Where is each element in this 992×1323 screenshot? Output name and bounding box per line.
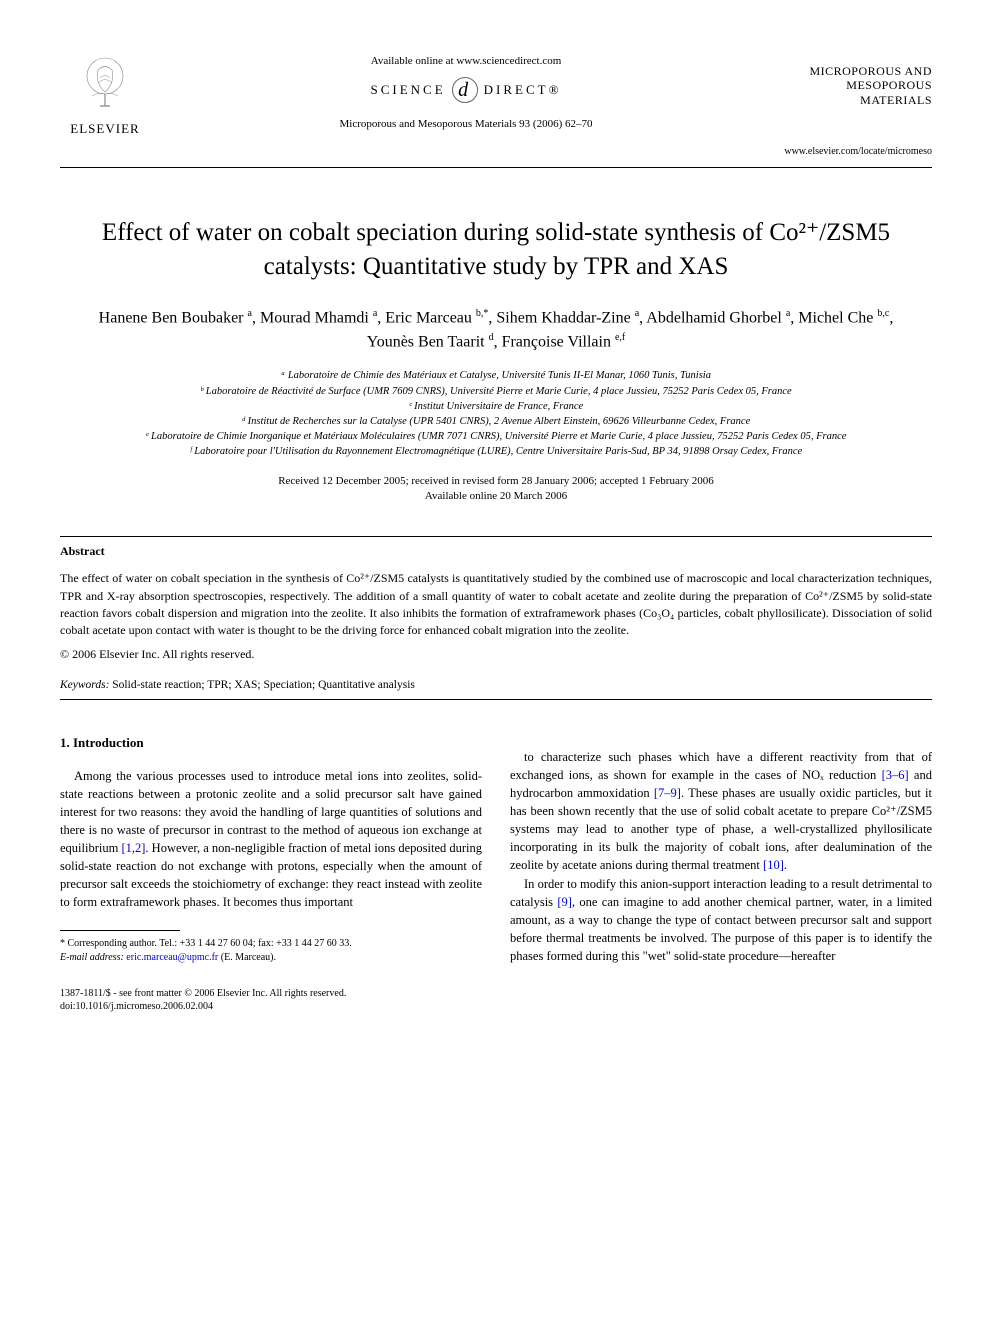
intro-para-1: Among the various processes used to intr…	[60, 767, 482, 912]
keywords-line: Keywords: Solid-state reaction; TPR; XAS…	[60, 677, 932, 693]
publisher-name: ELSEVIER	[70, 120, 139, 138]
publisher-logo-block: ELSEVIER	[60, 48, 150, 138]
header-center: Available online at www.sciencedirect.co…	[150, 48, 782, 133]
journal-name-line1: MICROPOROUS AND	[782, 64, 932, 78]
sd-right: DIRECT®	[484, 81, 562, 99]
science-direct-logo: SCIENCE d DIRECT®	[150, 77, 782, 103]
abstract-copyright: © 2006 Elsevier Inc. All rights reserved…	[60, 646, 932, 663]
section-1-heading: 1. Introduction	[60, 734, 482, 753]
abstract-text-content: The effect of water on cobalt speciation…	[60, 571, 932, 637]
abstract-body: The effect of water on cobalt speciation…	[60, 570, 932, 640]
keywords-label: Keywords:	[60, 679, 109, 691]
corresponding-author-footnote: * Corresponding author. Tel.: +33 1 44 2…	[60, 937, 482, 965]
article-dates: Received 12 December 2005; received in r…	[60, 474, 932, 505]
journal-name-line2: MESOPOROUS MATERIALS	[782, 78, 932, 107]
sd-at-icon: d	[452, 77, 478, 103]
dates-received: Received 12 December 2005; received in r…	[60, 474, 932, 489]
intro-para-1-cont: to characterize such phases which have a…	[510, 748, 932, 875]
elsevier-tree-icon	[70, 48, 140, 118]
page-header: ELSEVIER Available online at www.science…	[60, 48, 932, 159]
footnote-email-label: E-mail address:	[60, 952, 124, 963]
header-rule	[60, 167, 932, 168]
footer-issn: 1387-1811/$ - see front matter © 2006 El…	[60, 987, 932, 1000]
dates-online: Available online 20 March 2006	[60, 489, 932, 504]
column-right: to characterize such phases which have a…	[510, 706, 932, 966]
journal-url: www.elsevier.com/locate/micromeso	[782, 145, 932, 159]
page-footer: 1387-1811/$ - see front matter © 2006 El…	[60, 987, 932, 1013]
sd-left: SCIENCE	[371, 81, 446, 99]
journal-citation: Microporous and Mesoporous Materials 93 …	[150, 117, 782, 132]
footer-doi: doi:10.1016/j.micromeso.2006.02.004	[60, 1000, 932, 1013]
journal-title-block: MICROPOROUS AND MESOPOROUS MATERIALS www…	[782, 48, 932, 159]
footnote-email-name: (E. Marceau).	[221, 952, 276, 963]
footnote-separator	[60, 930, 180, 931]
article-title: Effect of water on cobalt speciation dur…	[90, 216, 902, 284]
column-left: 1. Introduction Among the various proces…	[60, 706, 482, 966]
footnote-tel-fax: * Corresponding author. Tel.: +33 1 44 2…	[60, 937, 482, 951]
abstract-bottom-rule	[60, 699, 932, 700]
intro-para-2: In order to modify this anion-support in…	[510, 875, 932, 966]
authors-list: Hanene Ben Boubaker a, Mourad Mhamdi a, …	[90, 306, 902, 355]
keywords-text: Solid-state reaction; TPR; XAS; Speciati…	[109, 679, 414, 691]
body-two-column: 1. Introduction Among the various proces…	[60, 706, 932, 966]
footnote-email-line: E-mail address: eric.marceau@upmc.fr (E.…	[60, 951, 482, 965]
available-online-text: Available online at www.sciencedirect.co…	[150, 54, 782, 69]
abstract-heading: Abstract	[60, 543, 932, 560]
footnote-email-address[interactable]: eric.marceau@upmc.fr	[126, 952, 218, 963]
abstract-top-rule	[60, 536, 932, 537]
affiliations-list: ᵃ Laboratoire de Chimie des Matériaux et…	[80, 368, 912, 459]
